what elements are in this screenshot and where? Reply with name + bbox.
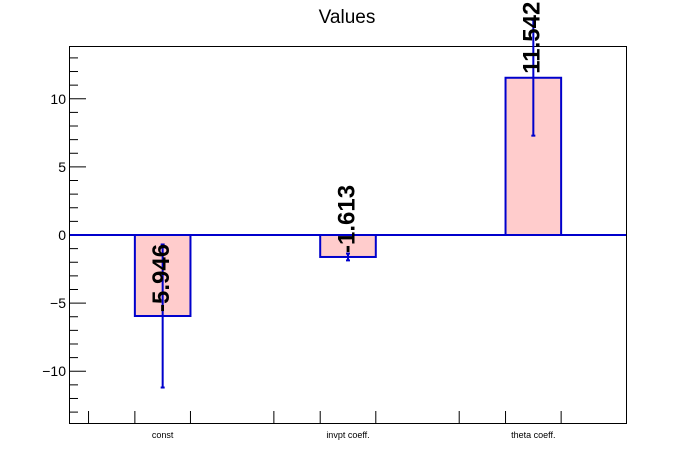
error-bars-group [160, 18, 536, 389]
y-tick-label: −10 [42, 363, 66, 379]
data-label: -1.613 [333, 185, 360, 253]
x-tick-label: invpt coeff. [326, 430, 369, 440]
y-tick-label: 5 [58, 159, 66, 175]
plot-frame [69, 46, 627, 424]
y-tick-label: 0 [58, 227, 66, 243]
x-tick-label: const [152, 430, 174, 440]
x-axis-ticks [88, 411, 562, 423]
y-tick-label: −5 [50, 295, 66, 311]
x-tick-labels: const invpt coeff. theta coeff. [152, 430, 556, 440]
y-tick-labels: −10 −5 0 5 10 [42, 91, 66, 379]
data-label: 11.542 [519, 2, 546, 74]
data-labels: -5.946 -1.613 11.542 [148, 2, 546, 312]
x-tick-label: theta coeff. [511, 430, 555, 440]
data-label: -5.946 [148, 244, 175, 312]
chart-title: Values [319, 7, 376, 28]
y-axis-minor-ticks [70, 57, 78, 413]
y-tick-label: 10 [50, 91, 66, 107]
